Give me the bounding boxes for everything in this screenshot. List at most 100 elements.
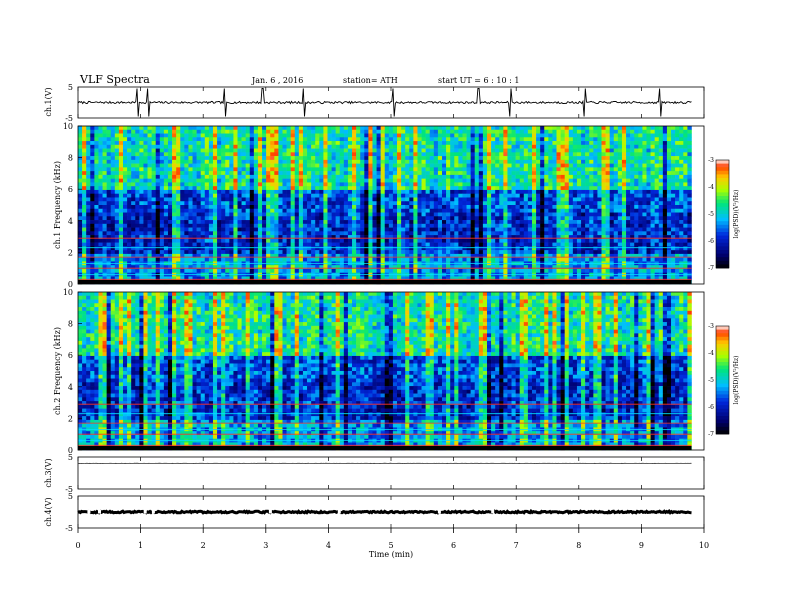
heatmap-cell [572,197,578,202]
heatmap-cell [442,189,447,195]
heatmap-cell [486,126,492,131]
heatmap-cell [368,171,373,176]
heatmap-cell [601,193,606,198]
heatmap-cell [630,129,635,134]
heatmap-cell [671,235,676,240]
heatmap-cell [626,216,631,221]
heatmap-cell [339,141,345,146]
heatmap-cell [151,208,157,213]
heatmap-cell [139,193,144,198]
heatmap-cell [106,129,112,134]
heatmap-cell [257,182,263,187]
heatmap-cell [609,231,615,236]
heatmap-cell [474,246,480,251]
heatmap-cell [131,133,136,138]
heatmap-cell [380,231,386,236]
heatmap-cell [151,159,157,164]
heatmap-cell [274,201,279,206]
heatmap-cell [499,171,504,176]
heatmap-cell [671,163,676,168]
heatmap-cell [270,189,275,195]
heatmap-cell [86,223,91,228]
heatmap-cell [307,141,312,146]
heatmap-cell [339,126,345,131]
heatmap-cell [609,129,615,134]
heatmap-cell [257,220,263,225]
heatmap-cell [302,242,308,247]
heatmap-cell [278,167,283,172]
heatmap-cell [78,235,83,240]
heatmap-cell [196,242,201,247]
heatmap-cell [221,216,226,221]
heatmap-cell [421,141,426,146]
heatmap-cell [253,205,259,210]
heatmap-cell [200,208,206,213]
heatmap-cell [176,171,181,176]
heatmap-cell [94,223,99,228]
heatmap-cell [527,235,533,240]
heatmap-cell [78,186,83,191]
heatmap-cell [397,137,402,142]
heatmap-cell [466,189,471,195]
heatmap-cell [466,156,471,161]
heatmap-cell [417,238,422,243]
heatmap-cell [307,220,312,225]
heatmap-cell [368,223,373,228]
heatmap-cell [294,208,300,213]
heatmap-cell [155,133,161,138]
heatmap-cell [356,227,361,232]
heatmap-cell [388,208,394,213]
heatmap-cell [90,137,95,142]
heatmap-cell [192,216,197,221]
heatmap-cell [270,171,275,176]
heatmap-cell [589,133,594,138]
heatmap-cell [552,193,557,198]
heatmap-cell [601,231,606,236]
heatmap-cell [589,171,594,176]
heatmap-cell [200,238,206,243]
heatmap-cell [188,227,193,232]
heatmap-cell [323,235,328,240]
heatmap-cell [650,212,655,217]
heatmap-cell [241,178,246,183]
heatmap-cell [540,216,545,221]
heatmap-cell [180,193,185,198]
heatmap-cell [184,159,189,164]
heatmap-cell [82,235,87,240]
heatmap-cell [249,238,255,243]
heatmap-cell [470,129,476,134]
heatmap-cell [523,193,529,198]
heatmap-cell [638,193,643,198]
heatmap-cell [311,212,316,217]
heatmap-cell [360,152,365,157]
heatmap-cell [204,174,210,179]
heatmap-cell [478,167,484,172]
heatmap-cell [511,163,516,168]
heatmap-cell [634,178,639,183]
heatmap-cell [94,152,99,157]
heatmap-cell [102,126,107,131]
heatmap-cell [237,141,242,146]
heatmap-cell [257,144,263,149]
heatmap-cell [347,205,353,210]
heatmap-cell [442,197,447,202]
heatmap-cell [229,152,234,157]
heatmap-cell [531,141,537,146]
heatmap-cell [511,148,516,153]
heatmap-cell [208,152,214,157]
heatmap-cell [122,141,128,146]
heatmap-cell [335,137,341,142]
heatmap-cell [454,238,459,243]
heatmap-cell [421,223,426,228]
heatmap-cell [384,242,390,247]
heatmap-cell [221,148,226,153]
heatmap-cell [454,174,459,179]
heatmap-cell [98,212,103,217]
heatmap-cell [163,208,169,213]
heatmap-cell [364,197,369,202]
heatmap-cell [646,152,651,157]
heatmap-cell [470,216,476,221]
heatmap-cell [503,189,508,195]
heatmap-cell [294,126,300,131]
heatmap-cell [675,156,680,161]
